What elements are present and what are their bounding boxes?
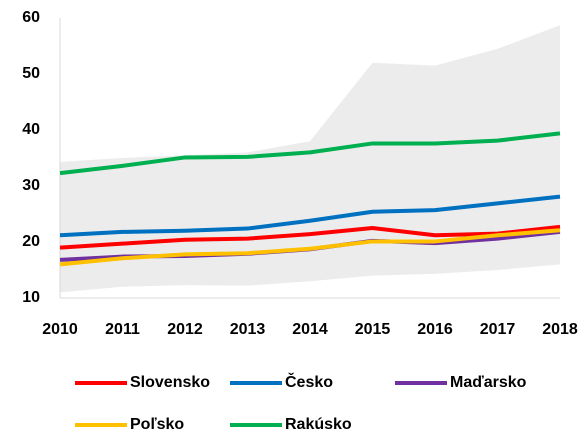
y-tick-label: 20 xyxy=(22,233,40,250)
y-tick-label: 40 xyxy=(22,121,40,138)
legend-label: Česko xyxy=(285,372,333,391)
x-tick-label: 2015 xyxy=(355,321,391,338)
x-tick-label: 2017 xyxy=(480,321,516,338)
series-line xyxy=(59,228,561,267)
legend-label: Poľsko xyxy=(130,416,184,433)
range-band xyxy=(60,25,560,293)
y-tick-label: 50 xyxy=(22,65,40,82)
legend-label: Slovensko xyxy=(130,374,210,391)
legend-label: Maďarsko xyxy=(450,374,527,391)
legend-label: Rakúsko xyxy=(285,416,352,433)
x-tick-label: 2013 xyxy=(230,321,266,338)
x-tick-label: 2016 xyxy=(417,321,453,338)
x-tick-label: 2012 xyxy=(167,321,203,338)
series-line xyxy=(59,194,561,238)
y-tick-label: 10 xyxy=(22,289,40,306)
series-line xyxy=(59,224,561,250)
x-tick-label: 2011 xyxy=(105,321,140,338)
y-tick-label: 60 xyxy=(22,9,40,26)
y-tick-label: 30 xyxy=(22,177,40,194)
x-tick-label: 2018 xyxy=(542,321,578,338)
x-tick-label: 2010 xyxy=(42,321,78,338)
x-tick-label: 2014 xyxy=(292,321,328,338)
series-line xyxy=(59,131,561,176)
